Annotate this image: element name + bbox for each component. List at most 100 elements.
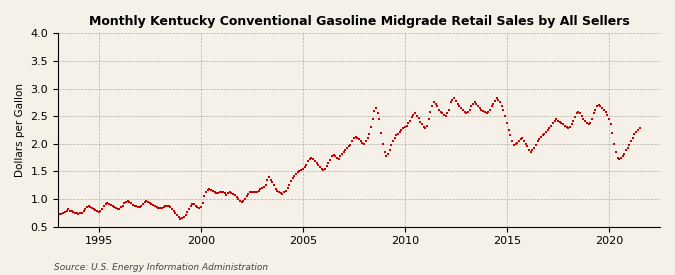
Point xyxy=(410,111,421,116)
Point xyxy=(554,119,565,124)
Point xyxy=(134,204,145,209)
Point xyxy=(273,190,284,194)
Point xyxy=(541,129,551,134)
Point xyxy=(286,179,296,183)
Point xyxy=(211,191,221,196)
Point xyxy=(167,207,178,211)
Point xyxy=(189,202,200,207)
Point xyxy=(483,109,493,114)
Point xyxy=(619,152,630,156)
Point xyxy=(551,117,562,121)
Point xyxy=(141,199,152,203)
Point xyxy=(609,142,620,146)
Point xyxy=(381,154,392,158)
Point xyxy=(335,154,346,158)
Point xyxy=(435,109,446,114)
Point xyxy=(583,122,594,127)
Point xyxy=(387,139,398,143)
Point xyxy=(139,200,150,204)
Point xyxy=(452,102,463,106)
Point xyxy=(427,104,437,108)
Point xyxy=(340,148,351,153)
Point xyxy=(302,159,313,164)
Point xyxy=(292,170,303,175)
Point xyxy=(240,197,250,201)
Point xyxy=(413,116,424,120)
Point xyxy=(231,194,242,199)
Point xyxy=(115,205,126,209)
Point xyxy=(510,142,521,146)
Point xyxy=(466,104,477,108)
Point xyxy=(422,124,433,128)
Point xyxy=(117,203,128,208)
Point xyxy=(602,113,613,117)
Point xyxy=(132,204,143,209)
Point xyxy=(568,118,578,123)
Point xyxy=(275,191,286,196)
Point xyxy=(192,204,202,209)
Point xyxy=(403,120,414,125)
Point xyxy=(348,136,359,141)
Point xyxy=(440,114,451,118)
Point xyxy=(536,135,547,139)
Point xyxy=(207,189,218,193)
Point xyxy=(109,205,119,209)
Point xyxy=(114,207,125,211)
Point xyxy=(100,202,111,206)
Point xyxy=(590,107,601,112)
Point xyxy=(364,132,375,136)
Point xyxy=(614,157,624,161)
Point xyxy=(546,124,557,128)
Point xyxy=(585,120,595,125)
Point xyxy=(423,117,434,121)
Point xyxy=(107,204,118,208)
Point xyxy=(525,150,536,154)
Point xyxy=(495,100,506,104)
Point xyxy=(354,137,364,142)
Point xyxy=(365,125,376,129)
Point xyxy=(182,210,192,214)
Point xyxy=(344,144,354,149)
Point xyxy=(146,202,157,206)
Point xyxy=(628,136,639,141)
Point xyxy=(398,126,408,130)
Point xyxy=(296,168,306,172)
Point xyxy=(58,211,69,216)
Point xyxy=(75,211,86,216)
Point xyxy=(408,113,419,117)
Point xyxy=(634,126,645,130)
Point xyxy=(564,125,575,129)
Point xyxy=(104,202,115,206)
Point xyxy=(111,206,122,210)
Point xyxy=(102,200,113,205)
Point xyxy=(468,102,479,106)
Point xyxy=(250,190,261,194)
Point xyxy=(620,148,631,153)
Point xyxy=(83,204,94,208)
Point xyxy=(70,211,80,215)
Point xyxy=(277,192,288,196)
Point xyxy=(443,107,454,112)
Point xyxy=(233,197,244,201)
Point xyxy=(520,142,531,146)
Point xyxy=(360,139,371,143)
Point xyxy=(449,96,460,101)
Point xyxy=(471,102,482,106)
Point xyxy=(393,132,404,136)
Point xyxy=(126,201,136,205)
Point xyxy=(217,190,228,194)
Point xyxy=(573,109,584,114)
Point xyxy=(284,183,294,187)
Point xyxy=(571,111,582,116)
Point xyxy=(121,199,132,204)
Point xyxy=(88,207,99,212)
Point xyxy=(331,155,342,160)
Point xyxy=(209,190,220,194)
Point xyxy=(194,205,205,210)
Point xyxy=(589,111,599,116)
Point xyxy=(612,155,623,160)
Point xyxy=(386,143,397,147)
Point xyxy=(267,180,277,185)
Point xyxy=(256,186,267,190)
Point xyxy=(539,132,549,136)
